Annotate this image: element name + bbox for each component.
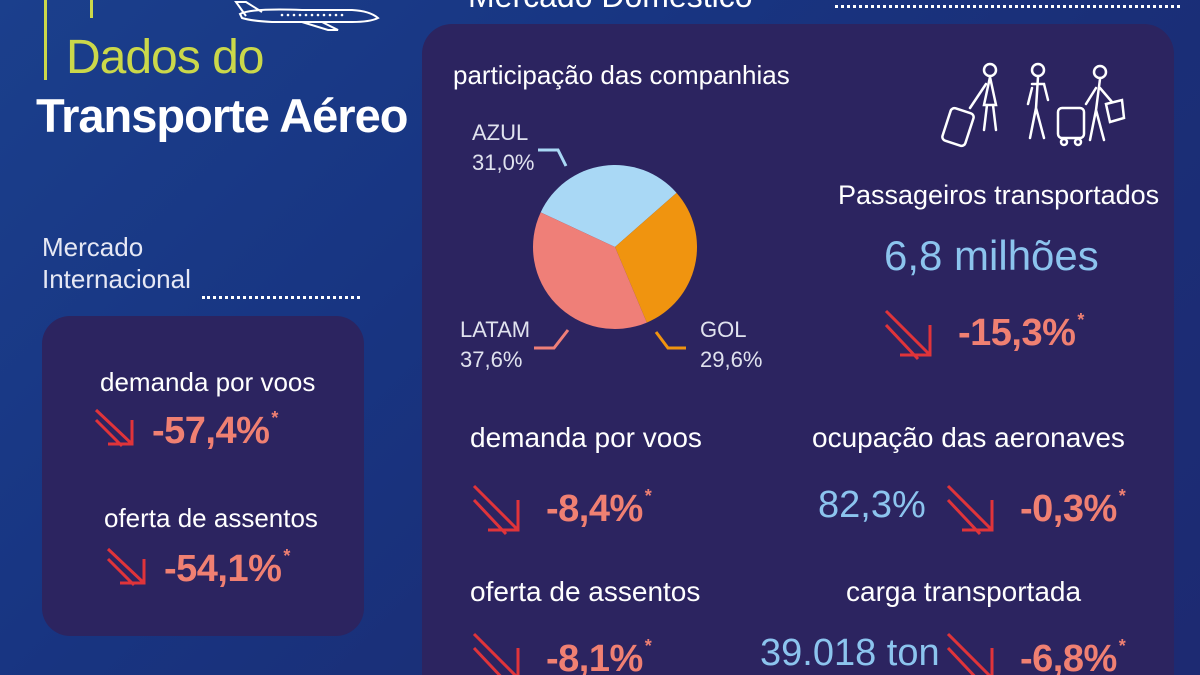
occupancy-value: 82,3% [818, 484, 926, 526]
title-line-2: Transporte Aéreo [36, 89, 408, 142]
title-line-1: Dados do [66, 31, 264, 84]
pie-slice-gol [615, 192, 697, 323]
down-arrow-icon [884, 309, 932, 361]
domestic-demand-label: demanda por voos [470, 422, 702, 453]
pie-label-latam: LATAM 37,6% [460, 315, 530, 375]
airplane-icon [234, 1, 380, 31]
occupancy-label: ocupação das aeronaves [812, 422, 1125, 453]
domestic-title-dots [835, 0, 1180, 8]
intl-demand-label: demanda por voos [100, 367, 316, 397]
occupancy-change: -0,3% * [1020, 486, 1126, 530]
passengers-value: 6,8 milhões [884, 232, 1099, 279]
pie-category-azul: AZUL [472, 120, 529, 145]
pie-value-latam: 37,6% [460, 347, 523, 372]
pie-chart-title: participação das companhias [453, 60, 790, 90]
international-label-line-1: Mercado [42, 232, 144, 262]
cargo-change: -6,8% * [1020, 636, 1126, 675]
international-label-dots [202, 285, 360, 299]
passengers-change: -15,3% * [958, 310, 1084, 354]
title-accent-line-short [90, 0, 93, 18]
down-arrow-icon [472, 632, 520, 675]
pie-label-azul: AZUL 31,0% [472, 118, 534, 178]
pie-category-gol: GOL [700, 317, 747, 342]
pie-slice-azul [540, 164, 677, 247]
pie-category-latam: LATAM [460, 317, 531, 342]
down-arrow-icon [946, 484, 994, 536]
airline-share-pie-chart [533, 148, 697, 350]
international-market-label: Mercado Internacional [42, 231, 191, 295]
down-arrow-icon [94, 408, 134, 448]
pie-value-gol: 29,6% [700, 347, 763, 372]
down-arrow-icon [472, 484, 520, 536]
latam-leader-line [534, 329, 570, 350]
pie-label-gol: GOL 29,6% [700, 315, 762, 375]
title-accent-line [44, 0, 47, 80]
pie-value-azul: 31,0% [472, 150, 535, 175]
down-arrow-icon [946, 632, 994, 675]
travelers-icon [941, 62, 1126, 148]
down-arrow-icon [106, 547, 146, 587]
passengers-label: Passageiros transportados [838, 180, 1160, 210]
gol-leader-line [654, 331, 686, 350]
cargo-label: carga transportada [846, 576, 1082, 607]
domestic-demand-value: -8,4% * [546, 486, 652, 530]
pie-slice-latam [533, 212, 647, 329]
international-label-line-2: Internacional [42, 264, 191, 294]
domestic-seats-label: oferta de assentos [470, 576, 701, 607]
intl-seats-value: -54,1% * [164, 546, 290, 590]
domestic-market-title: Mercado Doméstico [468, 0, 753, 15]
azul-leader-line [538, 148, 568, 167]
international-panel [42, 316, 364, 636]
intl-seats-label: oferta de assentos [104, 503, 318, 533]
cargo-value: 39.018 ton [760, 632, 940, 674]
domestic-seats-value: -8,1% * [546, 636, 652, 675]
intl-demand-value: -57,4% * [152, 408, 278, 452]
